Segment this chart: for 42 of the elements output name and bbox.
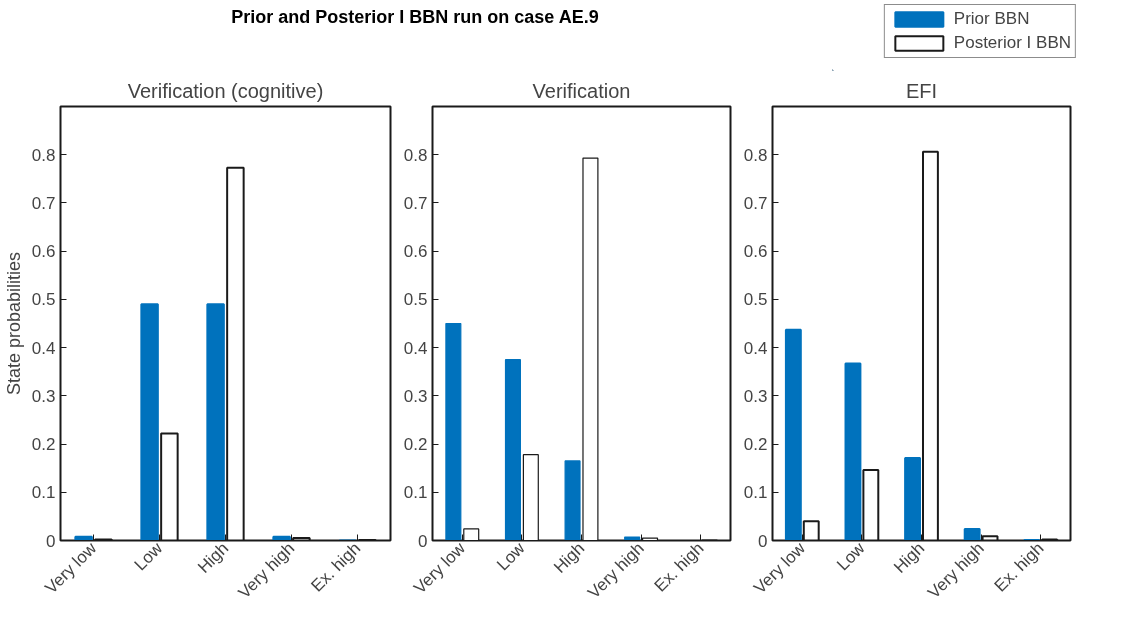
y-tick-label: 0.2 bbox=[403, 435, 428, 455]
y-axis-title: State probabilities bbox=[3, 251, 24, 396]
y-tick-label: 0 bbox=[46, 531, 56, 551]
y-tick-label: 0.1 bbox=[403, 483, 428, 503]
y-tick-label: 0.8 bbox=[31, 145, 56, 165]
legend-label: Posterior I BBN bbox=[953, 33, 1071, 53]
y-tick-label: 0.2 bbox=[743, 435, 768, 455]
y-tick-label: 0 bbox=[758, 531, 768, 551]
chart-title: Verification bbox=[532, 79, 631, 102]
text: Prior and Posterior I BBN run on case AE.9 bbox=[231, 6, 599, 29]
y-tick-label: 0.6 bbox=[31, 242, 56, 262]
y-tick-label: 0.2 bbox=[31, 435, 56, 455]
x-tick-label: Low bbox=[493, 538, 530, 575]
y-tick-label: 0.8 bbox=[743, 145, 768, 165]
y-tick-label: 0.7 bbox=[403, 193, 428, 213]
y-tick-label: 0.5 bbox=[31, 290, 56, 310]
y-tick-label: 0.4 bbox=[743, 338, 768, 358]
legend-label: Prior BBN bbox=[953, 9, 1030, 29]
x-tick-label: Low bbox=[833, 538, 870, 575]
y-tick-label: 0.3 bbox=[743, 386, 768, 406]
y-tick-label: 0.8 bbox=[403, 145, 428, 165]
x-tick-label: Very high bbox=[584, 538, 648, 603]
x-tick-label: Ex. high bbox=[990, 538, 1048, 596]
y-tick-label: 0.6 bbox=[403, 242, 428, 262]
chart-title: Verification (cognitive) bbox=[127, 79, 324, 102]
chart-title: EFI bbox=[905, 79, 938, 102]
y-tick-label: 0.4 bbox=[31, 338, 56, 358]
y-tick-label: 0.3 bbox=[31, 386, 56, 406]
x-tick-label: Ex. high bbox=[650, 538, 708, 596]
y-tick-label: 0.1 bbox=[743, 483, 768, 503]
x-tick-label: Very high bbox=[924, 538, 988, 603]
y-tick-label: 0.6 bbox=[743, 242, 768, 262]
y-tick-label: 0.5 bbox=[743, 290, 768, 310]
x-tick-label: Low bbox=[130, 538, 167, 575]
y-tick-label: 0.3 bbox=[403, 386, 428, 406]
y-tick-label: 0.4 bbox=[403, 338, 428, 358]
y-tick-label: 0.5 bbox=[403, 290, 428, 310]
y-tick-label: 0.7 bbox=[31, 193, 56, 213]
y-tick-label: 0.1 bbox=[31, 483, 56, 503]
x-tick-label: Very high bbox=[234, 538, 299, 603]
y-tick-label: 0.7 bbox=[743, 193, 768, 213]
y-tick-label: 0 bbox=[418, 531, 428, 551]
